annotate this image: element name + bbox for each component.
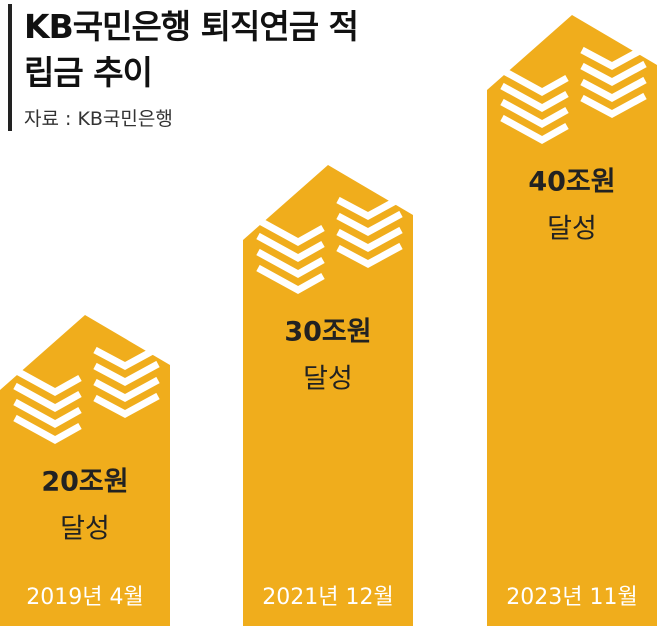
annotation: 달성: [60, 514, 110, 545]
money-stripe: [500, 114, 569, 145]
money-stripe: [580, 92, 647, 118]
money-stripe: [580, 44, 647, 70]
money-stripe: [336, 242, 403, 268]
money-stripe: [500, 66, 569, 97]
money-stripe: [93, 344, 160, 370]
money-stripe: [256, 232, 325, 263]
money-stripe: [13, 366, 82, 397]
value-label: 30조원: [284, 317, 371, 348]
money-stripe: [93, 392, 160, 418]
money-stripe: [336, 210, 403, 236]
money-stripe: [580, 60, 647, 86]
bar: [243, 240, 413, 626]
money-stripe: [500, 98, 569, 129]
x-tick-label: 2019년 4월: [26, 585, 143, 610]
x-tick-label: 2023년 11월: [506, 585, 637, 610]
annotation: 달성: [547, 214, 597, 245]
money-stripe: [13, 398, 82, 429]
header: KB국민은행 퇴직연금 적립금 추이 자료 : KB국민은행: [8, 4, 364, 131]
money-stripe: [13, 382, 82, 413]
money-stripe: [336, 194, 403, 220]
bar: [0, 390, 170, 626]
value-label: 40조원: [528, 167, 615, 198]
bar: [487, 90, 657, 626]
annotation: 달성: [303, 364, 353, 395]
value-label: 20조원: [41, 467, 128, 498]
money-stack-top: [0, 315, 170, 391]
money-stripe: [256, 264, 325, 295]
source: 자료 : KB국민은행: [24, 108, 173, 130]
money-stack-top: [487, 15, 657, 91]
money-stripe: [256, 248, 325, 279]
money-stripe: [256, 216, 325, 247]
money-stripe: [336, 226, 403, 252]
money-stripe: [500, 82, 569, 113]
money-stripe: [580, 76, 647, 102]
money-stripe: [93, 360, 160, 386]
money-stripe: [13, 414, 82, 445]
money-stripe: [93, 376, 160, 402]
chart-title: KB국민은행 퇴직연금 적립금 추이: [24, 7, 359, 92]
x-tick-label: 2021년 12월: [262, 585, 393, 610]
money-stack-top: [243, 165, 413, 241]
